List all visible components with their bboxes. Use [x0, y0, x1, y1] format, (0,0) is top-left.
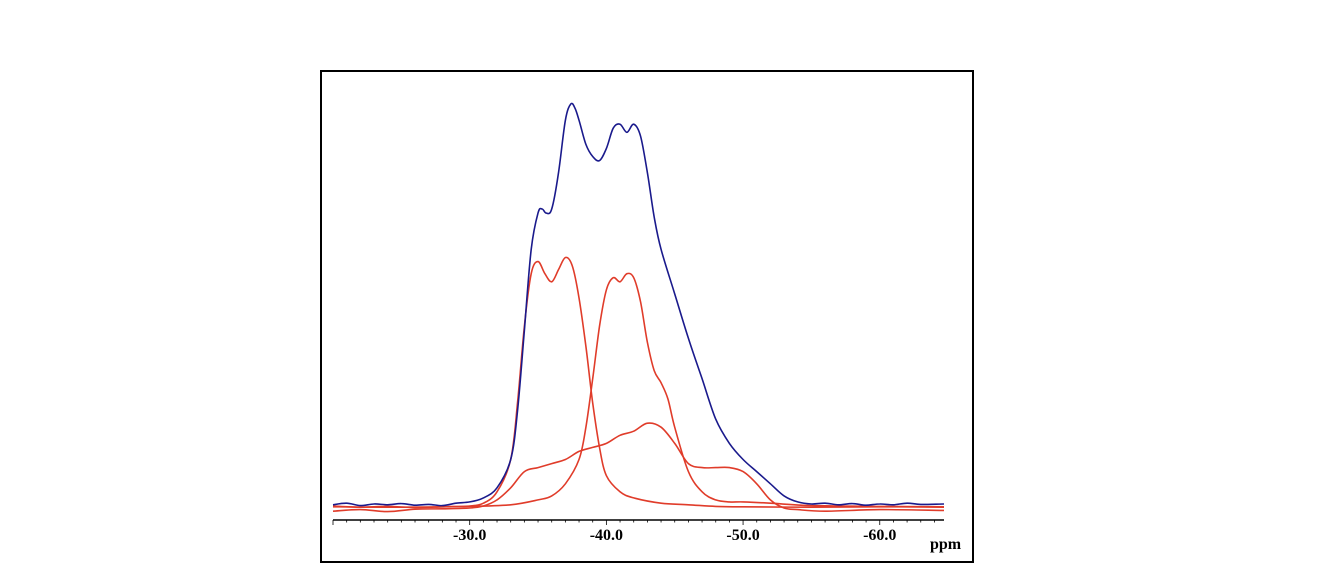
x-axis-tick-labels: -30.0 -40.0 -50.0 -60.0 [453, 527, 896, 544]
x-tick-label: -60.0 [863, 527, 896, 544]
x-axis-minor-ticks [332, 520, 935, 525]
x-tick-label: -30.0 [453, 527, 486, 544]
fit-component-line-2 [332, 272, 945, 509]
fit-component-line-3 [332, 422, 945, 513]
x-tick-label: -40.0 [590, 527, 623, 544]
plot-frame [320, 70, 974, 563]
x-tick-label: -50.0 [726, 527, 759, 544]
x-axis-label: ppm [930, 536, 962, 553]
spectrum-series [332, 102, 945, 513]
experimental-spectrum-line [332, 102, 945, 507]
